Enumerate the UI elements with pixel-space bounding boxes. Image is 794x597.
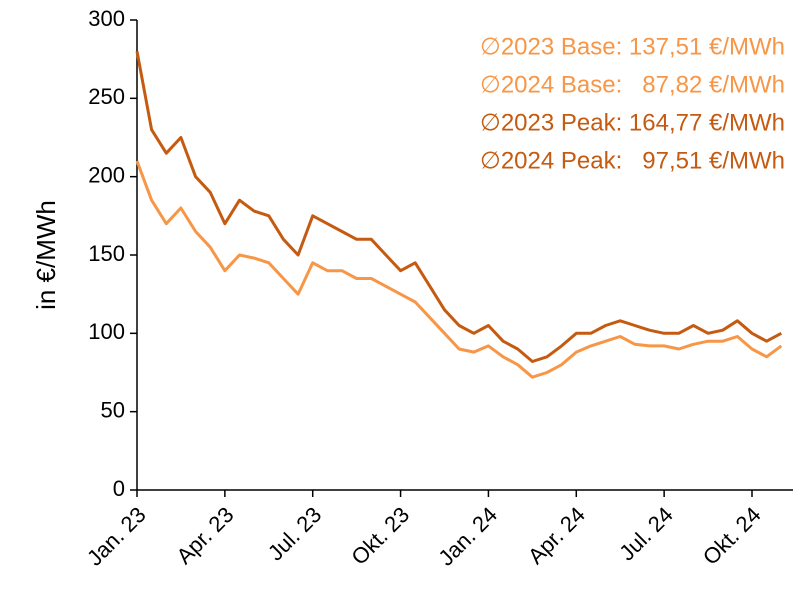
y-tick-label: 100 — [88, 319, 125, 344]
annotation: ∅2023 Peak: 164,77 €/MWh — [480, 109, 785, 136]
y-tick-label: 250 — [88, 84, 125, 109]
annotation: ∅2024 Peak: 97,51 €/MWh — [480, 147, 785, 174]
annotation: ∅2023 Base: 137,51 €/MWh — [480, 33, 785, 60]
x-tick-label: Okt. 24 — [698, 502, 766, 570]
y-tick-label: 300 — [88, 6, 125, 31]
x-tick-label: Okt. 23 — [346, 502, 414, 570]
y-tick-label: 150 — [88, 241, 125, 266]
series-line — [135, 51, 783, 363]
x-tick-label: Jul. 24 — [614, 502, 678, 566]
y-tick-label: 50 — [101, 397, 125, 422]
x-tick-label: Jan. 23 — [82, 502, 151, 571]
y-tick-label: 0 — [113, 476, 125, 501]
x-tick-label: Apr. 24 — [523, 502, 590, 569]
y-tick-label: 200 — [88, 162, 125, 187]
x-tick-label: Jul. 23 — [263, 502, 327, 566]
x-tick-label: Jan. 24 — [433, 502, 502, 571]
series-line — [135, 160, 783, 379]
y-axis-label: in €/MWh — [31, 200, 61, 310]
annotation: ∅2024 Base: 87,82 €/MWh — [480, 71, 785, 98]
x-tick-label: Apr. 23 — [172, 502, 239, 569]
